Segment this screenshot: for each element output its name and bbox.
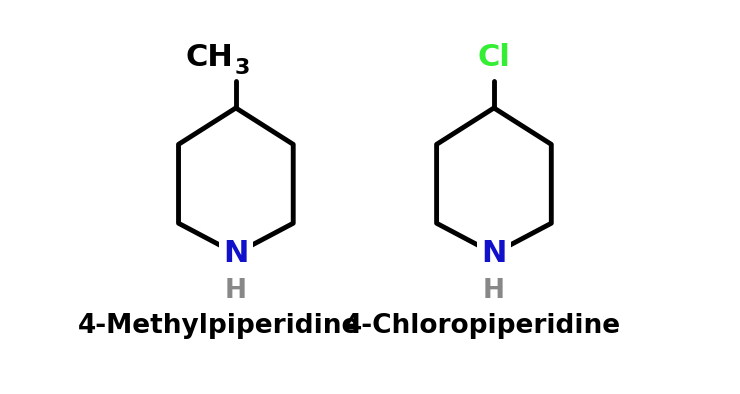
Text: 4-Methylpiperidine: 4-Methylpiperidine — [78, 312, 360, 338]
Text: Cl: Cl — [477, 43, 511, 72]
Text: CH: CH — [185, 43, 233, 72]
Text: 3: 3 — [234, 58, 249, 78]
Text: H: H — [225, 278, 247, 304]
Text: H: H — [483, 278, 505, 304]
Text: N: N — [223, 239, 249, 268]
Text: 4-Chloropiperidine: 4-Chloropiperidine — [344, 312, 621, 338]
Text: N: N — [481, 239, 507, 268]
